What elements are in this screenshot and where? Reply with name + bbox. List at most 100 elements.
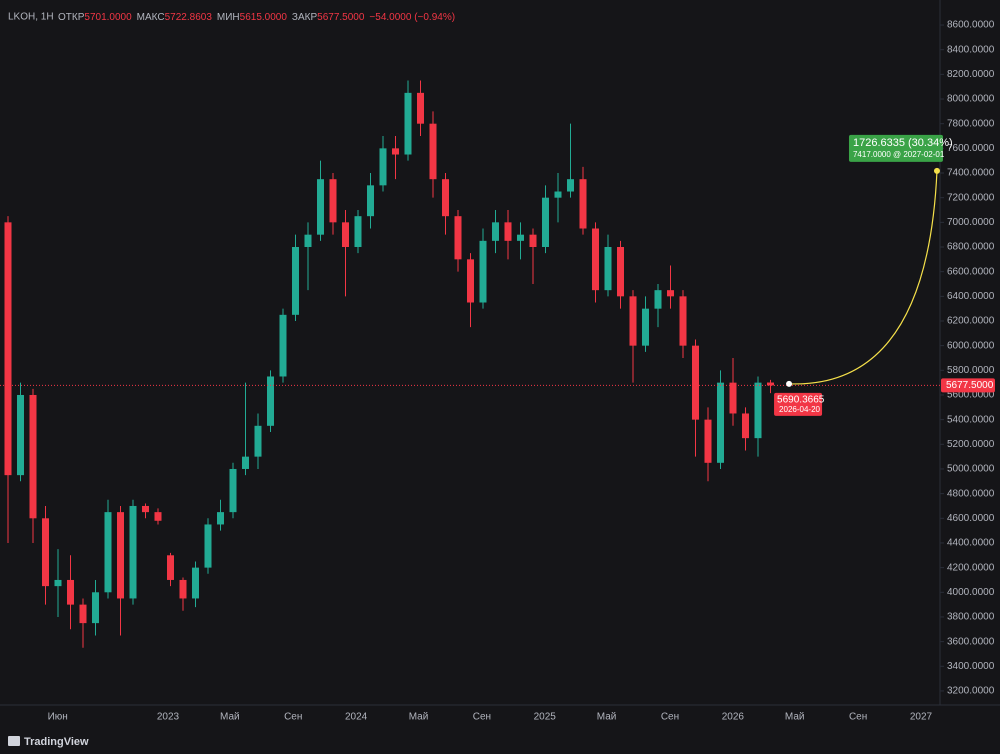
candle-body bbox=[454, 216, 462, 260]
candle-body bbox=[79, 604, 87, 624]
x-tick-label: 2024 bbox=[345, 712, 368, 723]
candle-body bbox=[67, 579, 74, 605]
ohlc-high-label: МАКС bbox=[137, 12, 165, 23]
candle-body bbox=[142, 505, 149, 513]
candle-body bbox=[479, 240, 487, 303]
forecast-end-label: 7417.0000 @ 2027-02-01 bbox=[853, 150, 945, 159]
y-tick-label: 5800.0000 bbox=[947, 365, 995, 376]
x-tick-label: 2023 bbox=[157, 712, 180, 723]
candle-body bbox=[92, 592, 99, 624]
candle-body bbox=[267, 376, 274, 426]
candle-body bbox=[592, 228, 599, 291]
x-tick-label: Май bbox=[597, 712, 617, 723]
forecast-start-date: 2026-04-20 bbox=[779, 405, 820, 414]
candle-body bbox=[292, 247, 299, 315]
y-tick-label: 4000.0000 bbox=[947, 587, 995, 598]
ohlc-header: ОТКР5701.0000 МАКС5722.8603 МИН5615.0000 ЗА… bbox=[58, 12, 455, 23]
candle-body bbox=[567, 179, 574, 192]
x-tick-label: Май bbox=[785, 712, 805, 723]
y-tick-label: 5600.0000 bbox=[947, 390, 995, 401]
candle-body bbox=[167, 555, 174, 580]
candle-body bbox=[42, 518, 49, 587]
candle-body bbox=[617, 247, 624, 297]
x-tick-label: Сен bbox=[473, 712, 491, 723]
y-tick-label: 6800.0000 bbox=[947, 242, 995, 253]
y-tick-label: 6400.0000 bbox=[947, 291, 995, 302]
last-price-box bbox=[941, 378, 995, 393]
y-tick-label: 3400.0000 bbox=[947, 661, 995, 672]
candle-body bbox=[242, 456, 249, 469]
candle-body bbox=[367, 185, 374, 217]
x-tick-label: Май bbox=[220, 712, 240, 723]
y-tick-label: 4800.0000 bbox=[947, 488, 995, 499]
ohlc-close: 5677.5000 bbox=[317, 12, 365, 23]
candle-body bbox=[517, 234, 524, 241]
y-tick-label: 6200.0000 bbox=[947, 316, 995, 327]
forecast-start-value: 5690.3665 bbox=[777, 394, 825, 405]
x-tick-label: 2025 bbox=[534, 712, 557, 723]
y-tick-label: 7600.0000 bbox=[947, 143, 995, 154]
x-tick-label: 2027 bbox=[910, 712, 933, 723]
candle-body bbox=[429, 123, 437, 180]
candle-body bbox=[304, 234, 312, 248]
y-tick-label: 8400.0000 bbox=[947, 44, 995, 55]
candle-body bbox=[442, 179, 449, 217]
candle-body bbox=[529, 234, 537, 248]
candle-body bbox=[579, 179, 587, 229]
candle-body bbox=[179, 579, 187, 599]
y-tick-label: 5200.0000 bbox=[947, 439, 995, 450]
candle-body bbox=[392, 148, 399, 155]
candle-body bbox=[4, 222, 12, 476]
candle-body bbox=[679, 296, 687, 346]
candle-body bbox=[129, 505, 137, 599]
y-tick-label: 3600.0000 bbox=[947, 636, 995, 647]
candle-body bbox=[204, 524, 212, 568]
y-tick-label: 6600.0000 bbox=[947, 266, 995, 277]
candle-body bbox=[667, 290, 674, 297]
candle-body bbox=[329, 179, 337, 223]
candle-body bbox=[17, 394, 24, 476]
candle-body bbox=[704, 419, 712, 463]
y-tick-label: 3800.0000 bbox=[947, 612, 995, 623]
brand: TradingView bbox=[8, 736, 89, 748]
y-tick-label: 7200.0000 bbox=[947, 192, 995, 203]
ohlc-low: 5615.0000 bbox=[240, 12, 288, 23]
brand-logo bbox=[8, 736, 20, 746]
candle-body bbox=[554, 191, 562, 198]
candle-body bbox=[492, 222, 499, 241]
candle-body bbox=[354, 216, 362, 248]
ohlc-high: 5722.8603 bbox=[165, 12, 213, 23]
y-tick-label: 7000.0000 bbox=[947, 217, 995, 228]
candle-body bbox=[467, 259, 474, 303]
candle-body bbox=[229, 468, 237, 513]
candle-body bbox=[629, 296, 637, 346]
y-tick-label: 4400.0000 bbox=[947, 538, 995, 549]
y-tick-label: 7800.0000 bbox=[947, 118, 995, 129]
candle-body bbox=[604, 247, 612, 291]
candle-body bbox=[542, 197, 549, 248]
y-tick-label: 8600.0000 bbox=[947, 20, 995, 31]
y-tick-label: 8200.0000 bbox=[947, 69, 995, 80]
candle-body bbox=[54, 579, 62, 587]
last-price-label: 5677.5000 bbox=[946, 380, 994, 391]
candle-body bbox=[404, 92, 412, 155]
x-tick-label: Сен bbox=[284, 712, 302, 723]
candle-body bbox=[342, 222, 349, 248]
forecast-change-box bbox=[848, 134, 943, 162]
forecast-start bbox=[786, 380, 793, 387]
candle-body bbox=[317, 179, 324, 235]
y-tick-label: 4200.0000 bbox=[947, 562, 995, 573]
y-tick-label: 8000.0000 bbox=[947, 94, 995, 105]
forecast-curve bbox=[789, 170, 938, 385]
brand-name: TradingView bbox=[24, 736, 89, 748]
y-tick-label: 5000.0000 bbox=[947, 464, 995, 475]
candle-body bbox=[742, 413, 749, 439]
y-tick-label: 5400.0000 bbox=[947, 414, 995, 425]
candle-body bbox=[254, 425, 262, 457]
y-tick-label: 4600.0000 bbox=[947, 513, 995, 524]
x-tick-label: Сен bbox=[849, 712, 867, 723]
candle-body bbox=[192, 567, 199, 599]
ohlc-values: ОТКР5701.0000 МАКС5722.8603 МИН5615.0000 ЗА… bbox=[58, 12, 455, 23]
